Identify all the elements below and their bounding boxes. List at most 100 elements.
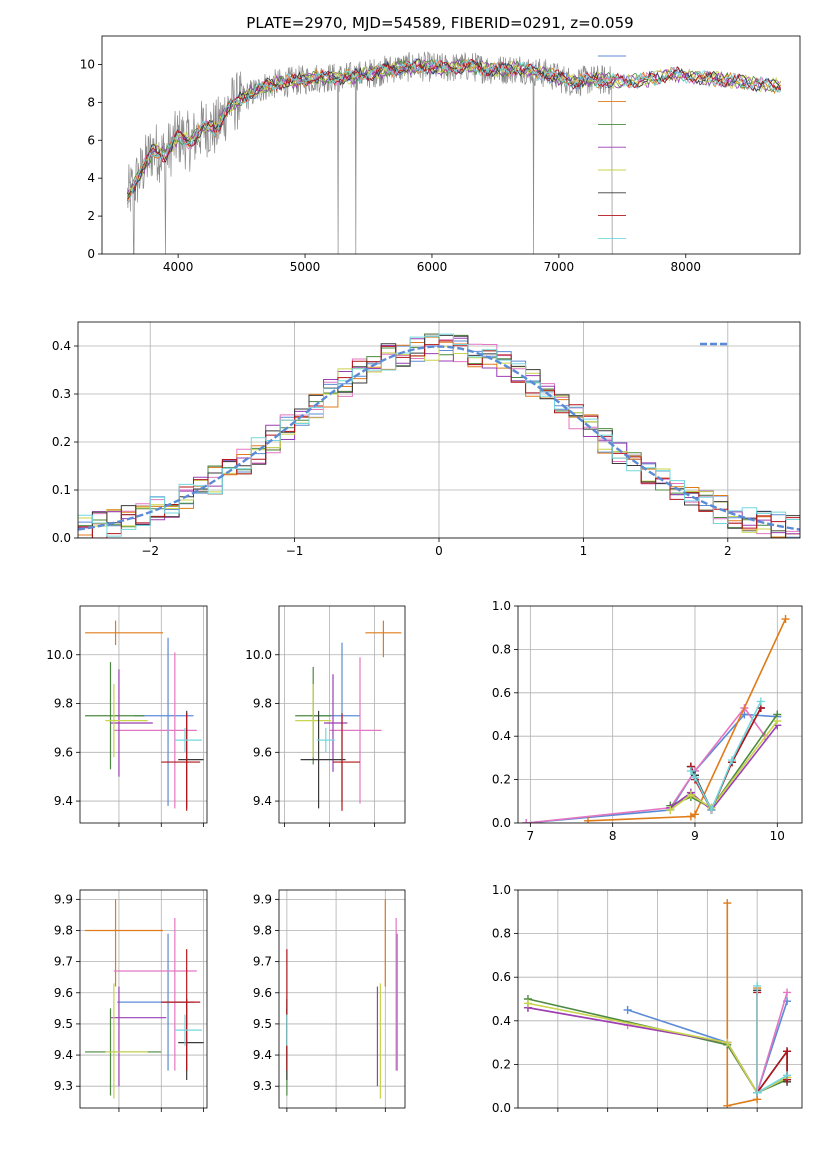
axes-frame <box>101 35 801 255</box>
point-salpeter_elodie <box>324 674 348 772</box>
plot-area <box>80 606 207 823</box>
series-marker <box>686 812 695 821</box>
y-tick-label: 9.5 <box>253 1017 272 1031</box>
y-tick-label: 9.4 <box>253 1048 272 1062</box>
point-salpeter_miles <box>329 657 382 804</box>
y-tick-label: 1.0 <box>492 883 511 897</box>
series-line <box>669 714 778 809</box>
x-tick-label: 1 <box>580 544 588 558</box>
panel-mass-vs-ebv: 9.3 9.4 9.5 9.6 9.7 9.8 9.9 <box>253 889 406 1112</box>
y-tick-label: 9.6 <box>253 745 272 759</box>
y-tick-label: 4 <box>87 171 95 185</box>
series-kroupa_stelib <box>753 981 792 1097</box>
series-marker <box>723 1038 732 1047</box>
plot-area <box>127 50 782 254</box>
y-tick-label: 9.9 <box>253 892 272 906</box>
plot-area <box>279 606 405 823</box>
point-chabrier_elodie <box>85 662 145 770</box>
axes-frame <box>517 889 803 1109</box>
plot-area <box>80 890 207 1108</box>
y-tick-label: 0.2 <box>52 435 71 449</box>
y-tick-label: 9.8 <box>54 697 73 711</box>
series-marker <box>753 981 762 990</box>
x-tick-label: 10 <box>770 829 785 843</box>
y-tick-label: 6 <box>87 133 95 147</box>
y-tick-label: 9.6 <box>253 986 272 1000</box>
point-chabrier_stelib <box>300 710 346 809</box>
panel-age-vs-z: 9.4 9.6 9.8 10.0 <box>46 605 208 827</box>
point-chabrier_stelib <box>178 710 204 809</box>
y-tick-label: 9.4 <box>253 794 272 808</box>
series-marker <box>781 615 790 624</box>
point-kroupa_elodie <box>295 684 332 758</box>
panel-age-vs-mass: 9.4 9.6 9.8 10.0 <box>245 605 406 827</box>
x-tick-label: 4000 <box>163 260 194 274</box>
series-marker <box>773 717 782 726</box>
spectrum-legend <box>598 55 626 239</box>
series-line <box>587 618 787 822</box>
panel-weight-vs-z: 0.0 0.2 0.4 0.6 0.8 1.0 <box>492 883 803 1115</box>
point-chabrier_miles <box>134 637 194 806</box>
point-kroupa_miles <box>365 620 402 658</box>
axes-frame <box>79 889 208 1109</box>
point-kroupa_stelib <box>316 727 335 753</box>
series-marker <box>583 816 592 823</box>
y-tick-label: 0.6 <box>492 686 511 700</box>
point-salpeter_stelib <box>161 713 201 811</box>
plot-area <box>78 322 800 538</box>
x-tick-label: 6000 <box>417 260 448 274</box>
series-marker <box>666 805 675 814</box>
point-kroupa_stelib <box>174 727 202 753</box>
x-tick-label: 7 <box>527 829 535 843</box>
hist-salpeter_stelib <box>78 340 800 538</box>
y-tick-label: 8 <box>87 95 95 109</box>
panel-spectrum: 4000 5000 6000 7000 8000 0 2 4 6 8 10 <box>80 35 801 274</box>
series-marker <box>690 810 699 819</box>
spectrum-data <box>127 50 613 254</box>
series-marker <box>686 790 695 799</box>
y-tick-label: 9.9 <box>54 892 73 906</box>
series-marker <box>707 805 716 814</box>
series-marker <box>753 1088 762 1097</box>
y-tick-label: 9.4 <box>54 794 73 808</box>
point-chabrier_stelib <box>178 999 204 1080</box>
series-marker <box>783 988 792 997</box>
series-marker <box>690 773 699 782</box>
y-tick-label: 0.8 <box>492 927 511 941</box>
x-tick-label: 9 <box>691 829 699 843</box>
series-marker <box>783 1047 792 1056</box>
series-chabrier_elodie <box>666 710 782 812</box>
y-tick-label: 9.4 <box>54 1048 73 1062</box>
y-tick-label: 0.8 <box>492 642 511 656</box>
series-kroupa_miles <box>583 615 790 823</box>
y-tick-label: 0 <box>87 247 95 261</box>
point-salpeter_miles <box>113 652 197 809</box>
plot-area <box>518 890 802 1108</box>
y-tick-label: 2 <box>87 209 95 223</box>
y-tick-label: 0.3 <box>52 387 71 401</box>
y-tick-label: 0.0 <box>52 531 71 545</box>
axes-frame <box>278 889 406 1109</box>
y-tick-label: 1.0 <box>492 599 511 613</box>
x-tick-label: 7000 <box>544 260 575 274</box>
y-tick-label: 9.7 <box>54 955 73 969</box>
figure-title: PLATE=2970, MJD=54589, FIBERID=0291, z=0… <box>246 14 633 32</box>
x-tick-label: 5000 <box>290 260 321 274</box>
y-tick-label: 10.0 <box>245 648 272 662</box>
point-salpeter_elodie <box>110 986 167 1087</box>
series-line <box>669 720 778 811</box>
panel-weight-vs-age: 7 8 9 10 0.0 0.2 0.4 0.6 0.8 1.0 <box>492 599 803 843</box>
y-tick-label: 0.1 <box>52 483 71 497</box>
series-marker <box>728 756 737 765</box>
series-kroupa_miles <box>723 899 762 1108</box>
y-tick-label: 0.6 <box>492 970 511 984</box>
y-tick-label: 0.0 <box>492 1101 511 1115</box>
y-tick-label: 9.8 <box>253 923 272 937</box>
model-kroupa_miles <box>127 58 782 204</box>
series-marker <box>783 1071 792 1080</box>
x-tick-label: −2 <box>141 544 159 558</box>
series-marker <box>723 1101 732 1108</box>
series-marker <box>723 899 732 908</box>
x-tick-label: 8 <box>609 829 617 843</box>
